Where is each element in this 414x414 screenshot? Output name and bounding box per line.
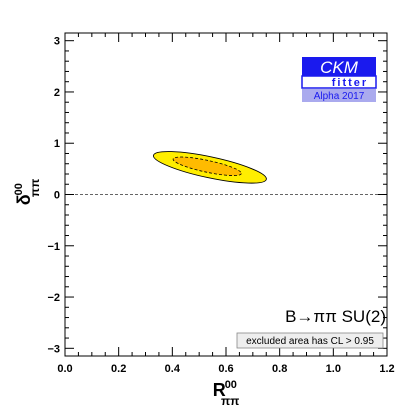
y-tick-label: 0 [54, 190, 60, 202]
x-axis-title: R00 ππ [213, 379, 240, 408]
y-tick-label: −3 [47, 343, 60, 355]
y-axis-title-sub: ππ [28, 179, 42, 197]
y-tick-label: −2 [47, 292, 60, 304]
x-axis-title-sup: 00 [225, 379, 237, 391]
x-axis-title-main: R [213, 380, 226, 400]
note-box [236, 332, 384, 349]
confidence-regions [152, 151, 267, 184]
x-tick-label: 1.2 [379, 363, 394, 375]
y-tick-label: 2 [54, 87, 60, 99]
y-axis: −3 −2 −1 0 1 2 3 [47, 36, 387, 355]
logo-fitter-text: fitter [332, 77, 368, 89]
x-tick-label: 0.0 [57, 363, 72, 375]
x-tick-label: 1.0 [326, 363, 341, 375]
x-axis: 0.0 0.2 0.4 0.6 0.8 1.0 1.2 [57, 33, 395, 375]
note-text: excluded area has CL > 0.95 [246, 336, 374, 347]
logo-fitter-band [301, 75, 377, 89]
y-tick-label: 3 [54, 36, 60, 48]
logo-bottom-band [302, 89, 376, 102]
y-axis-title-group: δ00 ππ [13, 179, 42, 206]
x-axis-title-sub: ππ [221, 394, 239, 408]
ckmfitter-logo: CKM fitter Alpha 2017 [301, 57, 377, 102]
y-tick-label: −1 [47, 241, 60, 253]
x-tick-label: 0.8 [272, 363, 287, 375]
logo-top-band [302, 57, 376, 76]
y-tick-label: 1 [54, 138, 60, 150]
y-axis-title-sup: 00 [13, 183, 25, 195]
x-tick-label: 0.6 [218, 363, 233, 375]
region-inner [172, 156, 242, 176]
logo-ckm-text: CKM [320, 58, 359, 77]
x-tick-label: 0.4 [165, 363, 181, 375]
y-axis-title: δ00 ππ [13, 179, 42, 206]
x-tick-label: 0.2 [111, 363, 126, 375]
process-label: B→ππ SU(2) [285, 307, 386, 326]
y-axis-title-main: δ [14, 194, 34, 205]
logo-year-text: Alpha 2017 [314, 91, 365, 102]
